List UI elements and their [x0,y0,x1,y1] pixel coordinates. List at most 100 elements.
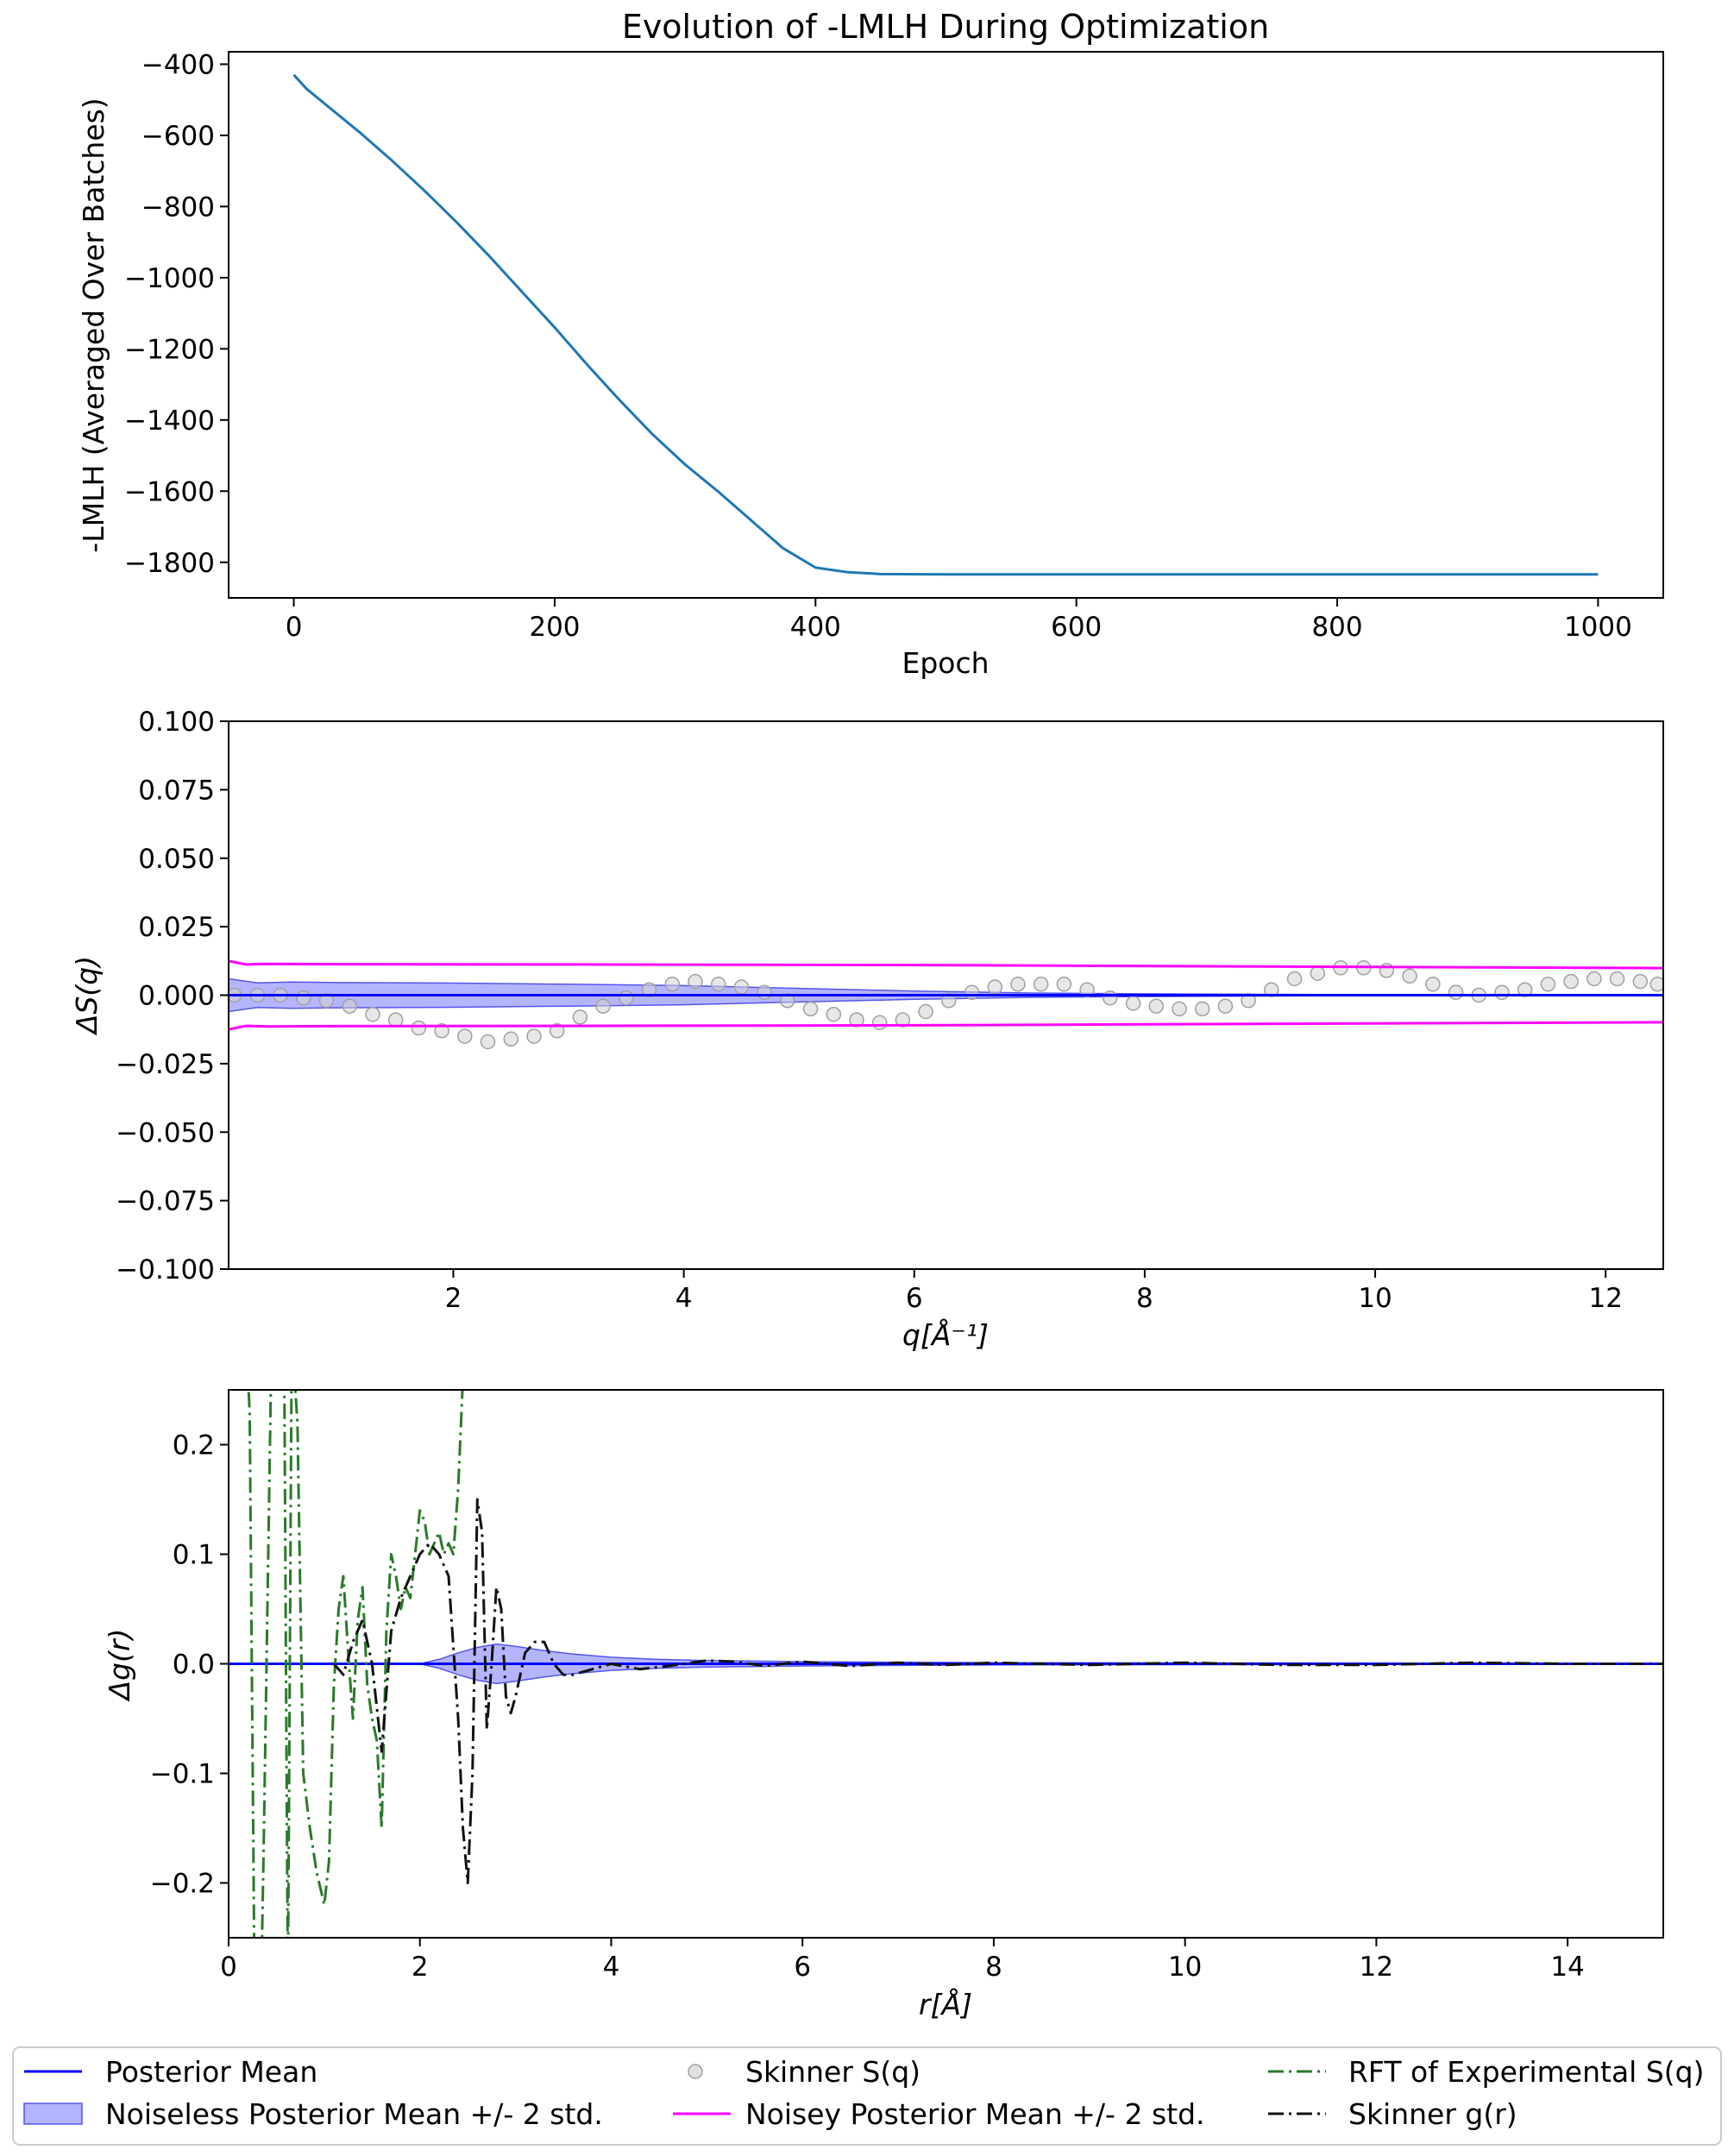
scatter-point [480,1034,496,1050]
x-tick-label: 400 [790,612,841,643]
x-tick-label: 1000 [1564,612,1632,643]
scatter-point [342,998,358,1014]
scatter-point [434,1023,449,1039]
scatter-point [1632,973,1649,990]
y-tick-label: −800 [141,192,215,223]
scatter-point [318,993,335,1009]
panel-3-xlabel: r[Å] [919,1987,972,2021]
line-noisey-posterior-mean-2-std-upper [229,959,1663,970]
scatter-point [964,984,980,1001]
y-tick-label: −1600 [124,476,215,507]
panel-2-xlabel: q[Å⁻¹] [902,1317,989,1352]
scatter-point [1033,977,1049,992]
y-tick-label: −1400 [124,405,215,437]
y-tick-label: 0.100 [138,707,215,738]
scatter-point [1286,971,1303,987]
y-tick-label: −0.1 [150,1759,215,1790]
scatter-point [1540,977,1556,992]
scatter-point [802,1001,819,1017]
x-tick-label: 10 [1168,1952,1202,1983]
y-tick-label: 0.2 [173,1430,215,1461]
x-tick-label: 2 [412,1952,429,1983]
scatter-point [411,1020,427,1036]
legend-label-noiseless-band: Noiseless Posterior Mean +/- 2 std. [105,2097,603,2131]
y-tick-label: −600 [141,121,215,152]
scatter-point [296,990,311,1006]
panel-1-frame [228,51,1664,599]
line-skinner-g-r [332,1498,1663,1884]
y-tick-label: −1000 [124,263,215,294]
x-tick-label: 12 [1360,1952,1393,1983]
y-tick-label: −0.2 [150,1869,215,1900]
scatter-point [688,973,703,990]
x-tick-label: 600 [1051,612,1102,643]
x-tick-label: 8 [985,1952,1002,1983]
scatter-point [1586,971,1602,987]
x-tick-label: 4 [603,1952,620,1983]
scatter-point [826,1006,842,1022]
panel-1-plot [292,73,1599,576]
panel-3-plot [229,1390,1663,1938]
x-tick-label: 8 [1136,1283,1153,1314]
y-tick-label: 0.0 [173,1650,215,1681]
scatter-point [457,1028,473,1044]
y-tick-label: −0.075 [116,1186,215,1217]
y-tick-label: −1200 [124,334,215,365]
scatter-point [1103,990,1118,1006]
scatter-point [549,1023,565,1039]
x-tick-label: 4 [675,1283,693,1314]
scatter-point [503,1031,519,1047]
panel-1-xlabel: Epoch [902,646,989,680]
scatter-point [664,977,681,992]
y-tick-label: 0.000 [138,981,215,1012]
legend-label-skinner-gr: Skinner g(r) [1348,2097,1517,2131]
scatter-point [757,984,772,1001]
y-tick-label: −400 [141,49,215,80]
scatter-point [849,1012,864,1028]
scatter-point [918,1003,933,1020]
legend-label-skinner-sq: Skinner S(q) [745,2055,920,2089]
x-tick-label: 6 [906,1283,923,1314]
legend-swatch-skinner-sq [688,2064,703,2079]
legend-label-rft: RFT of Experimental S(q) [1348,2055,1704,2089]
scatter-point [1241,993,1256,1009]
scatter-point [871,1015,888,1031]
scatter-point [365,1006,380,1022]
scatter-point [1609,971,1625,987]
scatter-point [1056,977,1072,992]
x-tick-label: 0 [220,1952,237,1983]
scatter-point [1494,984,1510,1001]
scatter-point [572,1009,588,1025]
scatter-point [941,993,957,1009]
y-tick-label: 0.075 [138,775,215,806]
x-tick-label: 0 [286,612,303,643]
scatter-point [1148,998,1165,1014]
scatter-point [780,993,795,1009]
scatter-point [710,977,726,992]
scatter-point [1402,968,1417,984]
legend-swatch-noiseless-band [23,2103,83,2125]
scatter-point [1125,996,1141,1011]
panel-1-title: Evolution of -LMLH During Optimization [622,8,1269,46]
scatter-point [595,998,611,1014]
scatter-point [733,979,750,995]
y-tick-label: 0.050 [138,844,215,875]
scatter-point [1264,982,1279,997]
line-noisey-posterior-mean-2-std-lower [229,1021,1663,1031]
panel-3-ylabel: Δg(r) [103,1629,136,1703]
x-tick-label: 14 [1550,1952,1584,1983]
scatter-point [526,1028,542,1044]
scatter-point [1194,1001,1210,1017]
y-tick-label: −1800 [124,548,215,579]
x-tick-label: 800 [1311,612,1362,643]
legend-label-noisy: Noisey Posterior Mean +/- 2 std. [745,2097,1205,2131]
scatter-point [1517,982,1533,997]
y-tick-label: 0.1 [173,1540,215,1571]
x-tick-label: 12 [1588,1283,1622,1314]
y-tick-label: 0.025 [138,912,215,943]
scatter-point [895,1012,911,1028]
line-lmlh [292,73,1599,576]
x-tick-label: 10 [1358,1283,1392,1314]
y-tick-label: −0.025 [116,1049,215,1080]
